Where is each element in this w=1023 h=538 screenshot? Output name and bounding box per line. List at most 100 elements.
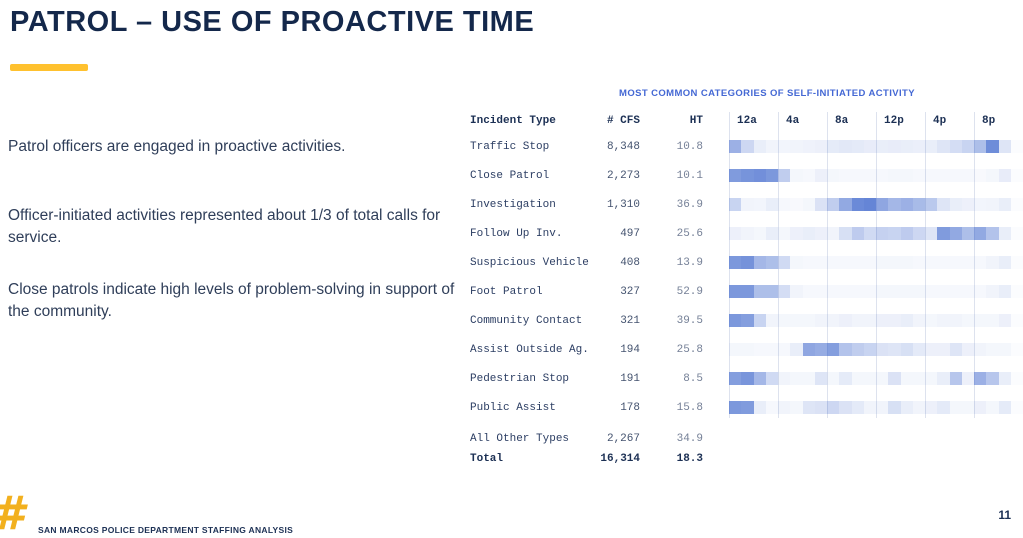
ht-cell: 15.8 [676, 402, 703, 414]
incident-type-cell: Community Contact [470, 315, 583, 327]
heat-cell [827, 140, 840, 153]
cfs-cell: 327 [620, 286, 640, 298]
heat-cell [827, 314, 840, 327]
heat-cell [888, 256, 901, 269]
heat-cell [900, 140, 913, 153]
heat-cell [949, 140, 962, 153]
heat-cell [900, 169, 913, 182]
accent-bar [10, 64, 88, 71]
heat-cell [753, 372, 766, 385]
hourly-heat-strip [729, 343, 1023, 356]
hourly-heat-strip [729, 198, 1023, 211]
table-row: Investigation 1,310 36.9 [0, 198, 1023, 213]
heat-cell [765, 169, 778, 182]
heat-cell [753, 401, 766, 414]
heat-cell [814, 285, 827, 298]
heat-cell [839, 140, 852, 153]
heat-cell [974, 169, 987, 182]
heat-cell [765, 140, 778, 153]
cfs-cell: 178 [620, 402, 640, 414]
heat-cell [839, 169, 852, 182]
heat-cell [876, 285, 889, 298]
heat-cell [912, 169, 925, 182]
heat-cell [765, 227, 778, 240]
ht-cell: 18.3 [676, 453, 703, 465]
heat-cell [741, 285, 754, 298]
incident-type-cell: Total [470, 453, 504, 465]
heat-cell [974, 227, 987, 240]
grid-line [827, 112, 828, 418]
heat-cell [753, 169, 766, 182]
column-header-ht: HT [689, 115, 703, 127]
heat-cell [986, 140, 999, 153]
heat-cell [827, 169, 840, 182]
heat-cell [937, 372, 950, 385]
heat-cell [986, 343, 999, 356]
time-label-12a: 12a [737, 115, 757, 127]
heat-cell [851, 256, 864, 269]
heat-cell [998, 343, 1011, 356]
incident-type-cell: All Other Types [470, 433, 570, 445]
heat-cell [937, 343, 950, 356]
brand-hash-logo: # [0, 486, 24, 538]
heat-cell [925, 169, 938, 182]
heat-cell [1011, 372, 1023, 385]
heat-cell [974, 198, 987, 211]
heat-cell [729, 372, 742, 385]
incident-type-cell: Foot Patrol [470, 286, 543, 298]
heat-cell [790, 256, 803, 269]
heat-cell [888, 285, 901, 298]
ht-cell: 36.9 [676, 199, 703, 211]
heat-cell [839, 343, 852, 356]
heat-cell [961, 314, 974, 327]
heat-cell [925, 227, 938, 240]
heat-cell [888, 401, 901, 414]
heat-cell [900, 314, 913, 327]
heat-cell [814, 227, 827, 240]
heat-cell [900, 372, 913, 385]
ht-cell: 25.6 [676, 228, 703, 240]
heat-cell [1011, 198, 1023, 211]
heat-cell [986, 401, 999, 414]
heat-cell [937, 227, 950, 240]
hourly-heat-strip [729, 285, 1023, 298]
heat-cell [961, 227, 974, 240]
incident-type-cell: Pedestrian Stop [470, 373, 570, 385]
heat-cell [729, 169, 742, 182]
heat-cell [863, 169, 876, 182]
grid-line [876, 112, 877, 418]
heat-cell [876, 314, 889, 327]
heat-cell [839, 256, 852, 269]
table-row: Total 16,314 18.3 [0, 453, 1023, 467]
heat-cell [778, 198, 791, 211]
heat-cell [974, 140, 987, 153]
page-number: 11 [998, 508, 1011, 522]
heat-cell [937, 198, 950, 211]
heat-cell [765, 285, 778, 298]
heat-cell [851, 285, 864, 298]
grid-line [974, 112, 975, 418]
heat-cell [925, 372, 938, 385]
incident-type-cell: Traffic Stop [470, 141, 550, 153]
heat-cell [949, 343, 962, 356]
heat-cell [912, 343, 925, 356]
heat-cell [863, 256, 876, 269]
heat-cell [961, 401, 974, 414]
heat-cell [765, 401, 778, 414]
heat-cell [851, 169, 864, 182]
time-label-4p: 4p [933, 115, 947, 127]
cfs-cell: 8,348 [606, 141, 640, 153]
heat-cell [961, 372, 974, 385]
cfs-cell: 1,310 [606, 199, 640, 211]
heat-cell [851, 314, 864, 327]
heat-cell [765, 198, 778, 211]
heat-cell [778, 401, 791, 414]
grid-line [925, 112, 926, 418]
heat-cell [1011, 169, 1023, 182]
heat-cell [888, 372, 901, 385]
heat-cell [851, 227, 864, 240]
heat-cell [949, 401, 962, 414]
heat-cell [1011, 314, 1023, 327]
heat-cell [851, 343, 864, 356]
